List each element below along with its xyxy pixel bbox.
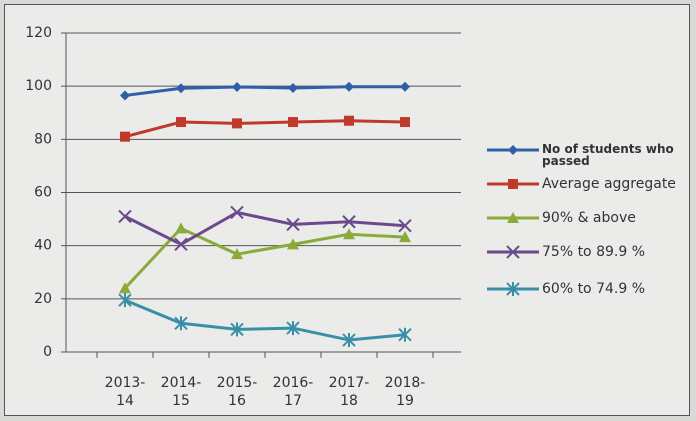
marker [400, 81, 410, 92]
marker [176, 117, 186, 128]
x-tick-label: 2013-14 [104, 375, 146, 409]
x-tick-label: 2018-19 [384, 375, 426, 409]
marker [119, 282, 131, 294]
marker [400, 117, 410, 128]
marker [174, 237, 188, 252]
marker [118, 209, 132, 224]
marker [175, 222, 187, 234]
marker [286, 217, 300, 232]
marker [342, 215, 356, 229]
marker [176, 83, 186, 94]
marker [232, 81, 242, 92]
y-tick-label: 100 [25, 78, 52, 94]
marker [118, 293, 132, 308]
marker [506, 245, 520, 259]
marker [398, 219, 412, 233]
marker [232, 118, 242, 129]
marker [230, 205, 244, 220]
marker [286, 321, 300, 336]
marker [288, 83, 298, 94]
legend-label: Average aggregate [542, 176, 676, 192]
marker [344, 81, 354, 92]
marker [287, 238, 299, 250]
x-tick-label: 2016-17 [272, 375, 314, 409]
marker [506, 282, 520, 296]
y-tick-label: 40 [34, 238, 52, 254]
y-tick-label: 120 [25, 25, 52, 41]
marker [343, 228, 355, 240]
marker [120, 131, 130, 142]
marker [288, 117, 298, 128]
marker [507, 212, 519, 223]
x-tick-label: 2015-16 [216, 375, 258, 409]
marker [398, 327, 412, 342]
y-tick-label: 20 [34, 291, 52, 307]
chart: 0 20 40 60 80 100 120 2013-14 2014-15 2015-16 201… [4, 4, 690, 416]
marker [231, 248, 243, 260]
y-tick-label: 60 [34, 185, 52, 201]
chart-svg: 0 20 40 60 80 100 120 [25, 25, 539, 360]
marker [344, 115, 354, 126]
marker [230, 322, 244, 337]
marker [342, 333, 356, 348]
x-tick-label: 2014-15 [160, 375, 202, 409]
series-line [124, 298, 406, 342]
legend-label: 60% to 74.9 % [542, 281, 645, 297]
legend-label: 75% to 89.9 % [542, 244, 645, 260]
legend-label: 90% & above [542, 210, 636, 226]
series-line [124, 85, 405, 97]
marker [174, 316, 188, 331]
y-tick-label: 80 [34, 131, 52, 147]
series-line [124, 119, 406, 139]
marker [508, 145, 518, 155]
legend-label: No of students who passed [542, 142, 674, 168]
marker [120, 90, 130, 101]
x-tick-label: 2017-18 [328, 375, 370, 409]
y-tick-label: 0 [43, 344, 52, 360]
series-line [124, 210, 406, 247]
marker [508, 179, 518, 189]
marker [399, 231, 411, 243]
